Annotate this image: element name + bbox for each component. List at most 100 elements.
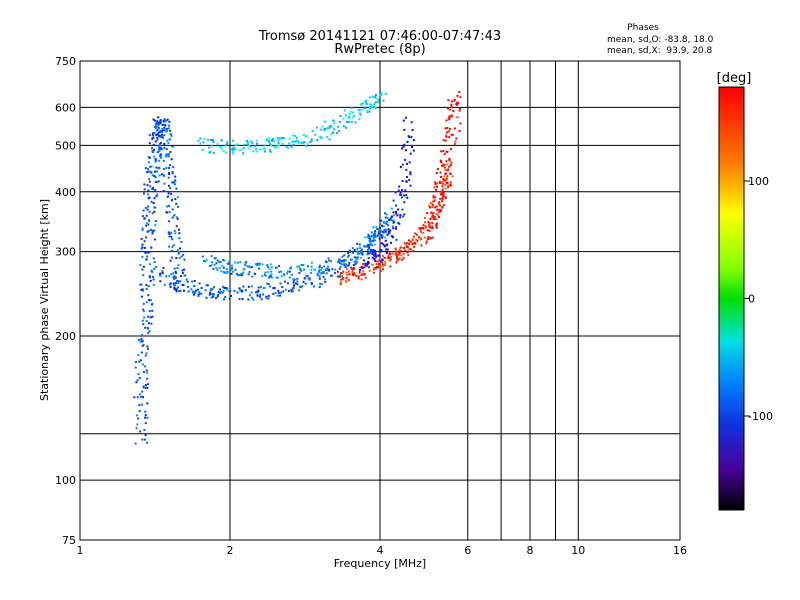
scatter-point — [150, 303, 153, 306]
scatter-point — [372, 226, 375, 229]
scatter-point — [162, 266, 165, 269]
scatter-point — [347, 279, 350, 282]
x-tick-label: 2 — [227, 544, 234, 557]
scatter-point — [438, 208, 441, 211]
scatter-point — [387, 257, 390, 260]
scatter-point — [310, 140, 313, 143]
scatter-point — [394, 252, 397, 255]
scatter-point — [239, 289, 242, 292]
scatter-point — [177, 228, 180, 231]
scatter-point — [148, 263, 151, 266]
scatter-point — [445, 150, 448, 153]
scatter-point — [146, 416, 149, 419]
scatter-point — [439, 197, 442, 200]
scatter-point — [312, 285, 315, 288]
scatter-point — [157, 132, 160, 135]
scatter-point — [141, 403, 144, 406]
scatter-point — [168, 283, 171, 286]
scatter-point — [327, 265, 330, 268]
scatter-point — [293, 284, 296, 287]
scatter-point — [302, 263, 305, 266]
scatter-point — [428, 224, 431, 227]
scatter-point — [267, 283, 270, 286]
scatter-point — [390, 241, 393, 244]
scatter-point — [143, 240, 146, 243]
scatter-point — [298, 271, 301, 274]
scatter-point — [272, 287, 275, 290]
scatter-point — [400, 196, 403, 199]
scatter-point — [366, 103, 369, 106]
y-tick-label: 750 — [55, 55, 76, 68]
scatter-point — [155, 125, 158, 128]
scatter-point — [340, 263, 343, 266]
scatter-point — [134, 360, 137, 363]
scatter-point — [238, 287, 241, 290]
scatter-point — [141, 333, 144, 336]
scatter-point — [146, 345, 149, 348]
scatter-point — [296, 139, 299, 142]
scatter-point — [354, 121, 357, 124]
scatter-point — [380, 261, 383, 264]
scatter-point — [342, 277, 345, 280]
scatter-point — [428, 222, 431, 225]
scatter-point — [163, 142, 166, 145]
scatter-point — [144, 414, 147, 417]
scatter-point — [165, 148, 168, 151]
scatter-point — [152, 150, 155, 153]
scatter-point — [233, 290, 236, 293]
scatter-point — [398, 193, 401, 196]
scatter-point — [213, 257, 216, 260]
scatter-point — [218, 145, 221, 148]
scatter-point — [368, 248, 371, 251]
scatter-point — [379, 265, 382, 268]
scatter-point — [351, 270, 354, 273]
scatter-point — [320, 137, 323, 140]
scatter-point — [374, 234, 377, 237]
scatter-point — [325, 272, 328, 275]
x-tick-label: 1 — [77, 544, 84, 557]
scatter-point — [416, 239, 419, 242]
scatter-point — [218, 260, 221, 263]
scatter-point — [167, 231, 170, 234]
scatter-point — [167, 142, 170, 145]
scatter-point — [327, 257, 330, 260]
scatter-point — [380, 92, 383, 95]
scatter-point — [435, 213, 438, 216]
scatter-point — [324, 127, 327, 130]
scatter-point — [151, 230, 154, 233]
scatter-point — [170, 235, 173, 238]
scatter-point — [302, 280, 305, 283]
scatter-point — [269, 263, 272, 266]
scatter-point — [391, 252, 394, 255]
scatter-point — [397, 189, 400, 192]
scatter-point — [147, 347, 150, 350]
scatter-point — [151, 309, 154, 312]
scatter-point — [299, 267, 302, 270]
scatter-point — [292, 286, 295, 289]
scatter-point — [147, 322, 150, 325]
scatter-point — [419, 237, 422, 240]
scatter-point — [397, 221, 400, 224]
scatter-point — [328, 268, 331, 271]
scatter-point — [339, 283, 342, 286]
scatter-point — [295, 136, 298, 139]
scatter-point — [439, 204, 442, 207]
scatter-point — [147, 315, 150, 318]
scatter-point — [316, 272, 319, 275]
scatter-point — [191, 290, 194, 293]
scatter-point — [296, 265, 299, 268]
scatter-point — [434, 206, 437, 209]
scatter-point — [353, 256, 356, 259]
scatter-point — [144, 410, 147, 413]
scatter-point — [382, 255, 385, 258]
scatter-point — [405, 168, 408, 171]
scatter-point — [165, 155, 168, 158]
scatter-point — [147, 189, 150, 192]
scatter-point — [386, 233, 389, 236]
scatter-point — [310, 261, 313, 264]
scatter-point — [148, 180, 151, 183]
scatter-point — [319, 128, 322, 131]
scatter-point — [432, 200, 435, 203]
scatter-point — [433, 215, 436, 218]
scatter-point — [268, 140, 271, 143]
